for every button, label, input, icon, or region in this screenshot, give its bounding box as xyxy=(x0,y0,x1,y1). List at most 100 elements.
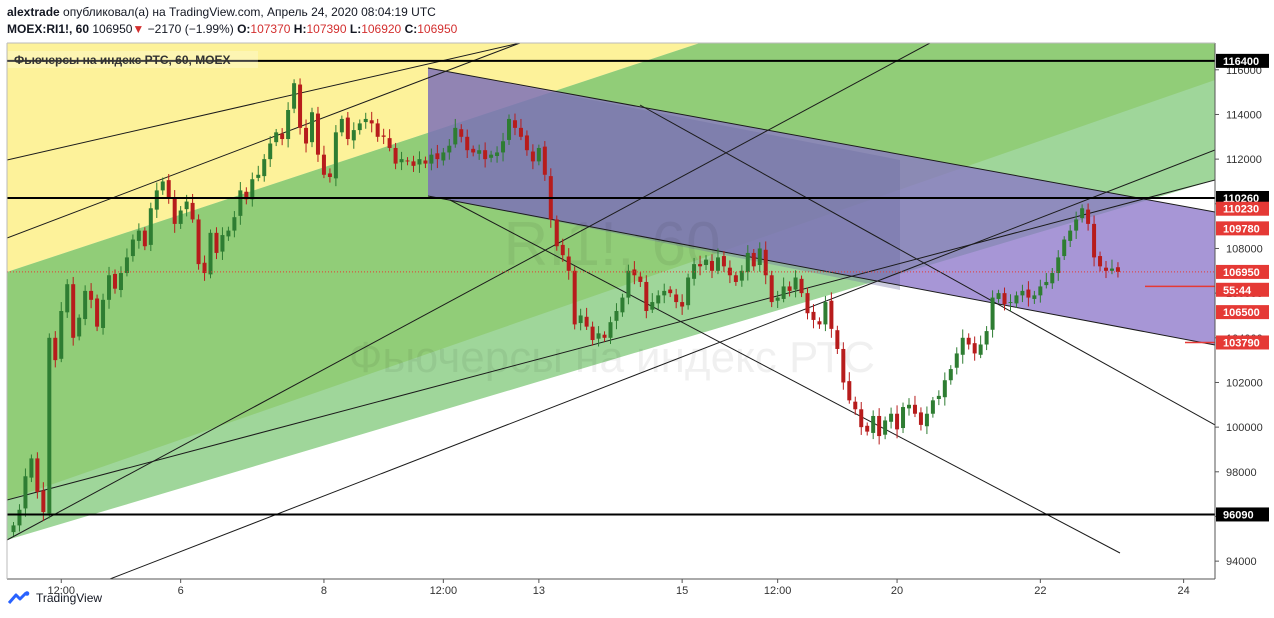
candle-body xyxy=(315,113,320,155)
candle xyxy=(405,157,410,166)
candle xyxy=(351,122,356,149)
candle-body xyxy=(190,202,195,220)
candle-body xyxy=(136,230,141,241)
candle xyxy=(674,288,679,309)
candle-body xyxy=(1026,289,1031,298)
candle xyxy=(29,454,34,483)
y-tick-label: 94000 xyxy=(1226,556,1257,568)
candle xyxy=(1080,204,1085,223)
candle xyxy=(572,266,577,330)
candle-body xyxy=(835,330,840,349)
candle-body xyxy=(829,300,834,329)
candle-body xyxy=(859,409,864,428)
candle xyxy=(536,144,541,166)
candle xyxy=(304,119,309,153)
candle-body xyxy=(29,458,34,478)
candle-body xyxy=(17,509,22,526)
candle xyxy=(77,314,82,341)
candle xyxy=(590,321,595,346)
candle-body xyxy=(220,235,225,252)
candle xyxy=(11,522,16,537)
price-label-bg xyxy=(1216,335,1269,350)
candle xyxy=(483,142,488,168)
candle xyxy=(399,151,404,171)
candle xyxy=(310,107,314,148)
candle xyxy=(423,156,428,169)
candle xyxy=(417,151,422,173)
candle-body xyxy=(715,257,720,271)
price-label: 109780 xyxy=(1216,221,1269,236)
y-tick-label: 108000 xyxy=(1226,243,1263,255)
close-value: 106950 xyxy=(417,22,458,36)
candle-body xyxy=(668,289,673,294)
x-tick-label: 8 xyxy=(321,585,327,597)
price-label-text: 110230 xyxy=(1223,204,1259,216)
candle xyxy=(1092,215,1097,267)
candle-body xyxy=(1032,295,1037,299)
candle xyxy=(972,336,977,361)
candle-body xyxy=(148,208,153,245)
candle xyxy=(369,111,374,133)
author-name[interactable]: alextrade xyxy=(7,5,60,19)
candle-body xyxy=(841,348,846,383)
x-tick-label: 15 xyxy=(676,585,688,597)
candle xyxy=(954,347,959,375)
candle xyxy=(781,277,786,303)
candle xyxy=(112,269,117,294)
candle-body xyxy=(650,302,655,310)
price-label-bg xyxy=(1216,201,1269,216)
candle-body xyxy=(656,295,661,304)
candle-body xyxy=(644,281,649,311)
tradingview-footer[interactable]: TradingView xyxy=(8,591,102,605)
close-label: C: xyxy=(404,22,418,36)
candle xyxy=(721,251,726,272)
tradingview-logo-icon xyxy=(8,591,30,604)
candle-body xyxy=(310,112,314,143)
candle xyxy=(471,145,476,157)
candle-body xyxy=(865,425,870,432)
candle-body xyxy=(196,219,201,265)
candle-body xyxy=(11,525,16,533)
candle-body xyxy=(638,276,643,282)
candle xyxy=(960,329,965,364)
candle-body xyxy=(244,191,249,200)
candle xyxy=(250,172,255,207)
candle xyxy=(357,119,362,135)
candle xyxy=(793,270,798,298)
candle xyxy=(918,407,923,431)
candle xyxy=(327,168,332,183)
candle-body xyxy=(984,331,989,345)
candle-body xyxy=(817,321,822,325)
candle-body xyxy=(811,311,816,320)
candle xyxy=(196,214,201,270)
candle-body xyxy=(853,401,858,410)
candle-body xyxy=(745,252,750,273)
change-value: −2170 (−1.99%) xyxy=(147,22,234,36)
candle-body xyxy=(483,150,488,160)
candle-body xyxy=(411,161,416,166)
candle-body xyxy=(71,284,76,338)
candle-body xyxy=(781,286,786,299)
candle-body xyxy=(65,284,70,313)
symbol-watermark: RI1!, 60 Фьючерсы на индекс РТС xyxy=(349,210,875,382)
candle xyxy=(680,294,685,315)
candle xyxy=(942,372,947,406)
price-label: 116400 xyxy=(1216,53,1269,68)
candle-body xyxy=(333,132,338,179)
candle-body xyxy=(292,83,297,109)
purple-channel-shade xyxy=(428,68,900,290)
candle-body xyxy=(1056,257,1061,274)
candle xyxy=(333,125,338,187)
watermark-symbol: RI1!, 60 xyxy=(503,210,720,279)
candle xyxy=(990,290,995,338)
candle-body xyxy=(942,380,947,398)
candle-body xyxy=(268,143,273,160)
candle-body xyxy=(107,275,112,300)
title-backdrop xyxy=(8,51,258,68)
candle-body xyxy=(883,420,888,435)
candle-body xyxy=(727,267,732,276)
candle-body xyxy=(739,270,744,281)
candle-body xyxy=(172,198,177,224)
candle xyxy=(17,504,22,532)
